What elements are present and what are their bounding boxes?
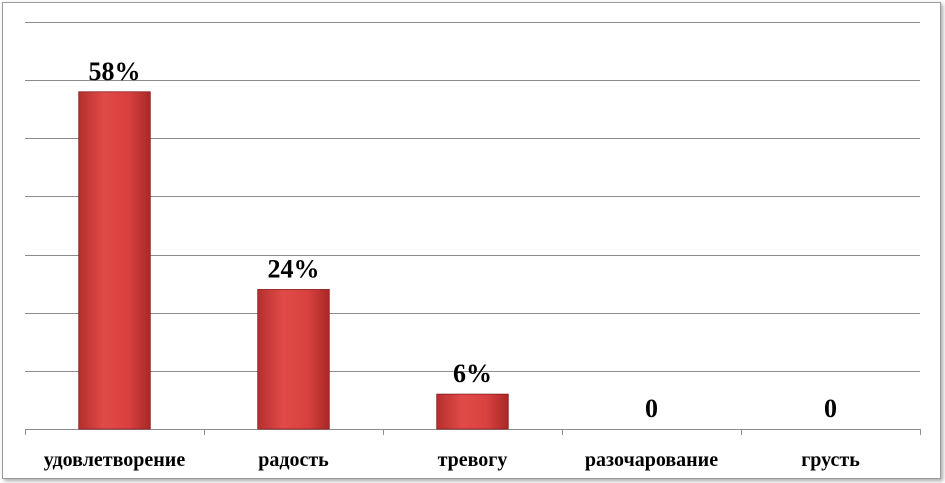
bar-2 (436, 393, 509, 430)
x-axis (25, 429, 921, 435)
category-label-2: тревогу (438, 449, 508, 471)
category-label-3: разочарование (585, 449, 718, 471)
category-label-1: радость (258, 449, 329, 471)
category-labels: удовлетворение радость тревогу разочаровани… (44, 449, 860, 471)
gridlines (25, 22, 920, 372)
bar-0 (78, 91, 151, 430)
data-label-0: 58% (89, 57, 141, 86)
data-label-4: 0 (824, 394, 837, 423)
data-label-1: 24% (268, 254, 320, 283)
data-label-2: 6% (453, 359, 492, 388)
category-label-0: удовлетворение (44, 449, 186, 471)
bar-1 (257, 289, 330, 430)
data-labels: 58% 24% 6% 0 0 (89, 57, 838, 423)
data-label-3: 0 (645, 394, 658, 423)
bars (78, 91, 509, 430)
category-label-4: грусть (801, 449, 860, 471)
